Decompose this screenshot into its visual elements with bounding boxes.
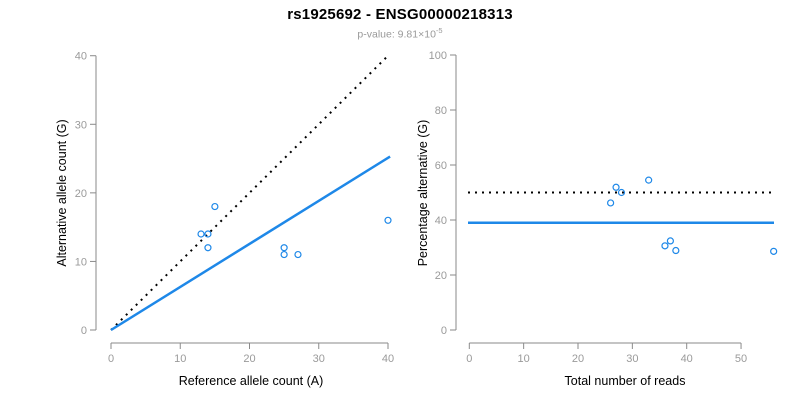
right-data-point xyxy=(612,183,620,191)
right-x-tick-label: 20 xyxy=(572,353,584,365)
right-data-point xyxy=(666,237,674,245)
left-data-point xyxy=(384,216,392,224)
left-data-point xyxy=(204,230,212,238)
left-data-point xyxy=(294,250,302,259)
left-y-tick-label: 0 xyxy=(81,325,87,337)
left-y-tick-label: 40 xyxy=(75,51,87,63)
right-y-tick-label: 20 xyxy=(435,270,447,282)
left-identity-line xyxy=(110,55,389,331)
pvalue-text: p-value: 9.81×10 xyxy=(357,28,436,41)
right-x-tick-label: 0 xyxy=(466,353,472,365)
figure-header: rs1925692 - ENSG00000218313 p-value: 9.8… xyxy=(0,0,800,41)
right-y-tick-label: 40 xyxy=(435,215,447,227)
right-x-tick-label: 30 xyxy=(626,353,638,365)
left-y-tick-label: 20 xyxy=(75,188,87,200)
right-x-tick-label: 40 xyxy=(681,353,693,365)
right-y-tick-label: 60 xyxy=(435,160,447,172)
left-data-point xyxy=(280,244,288,252)
right-y-tick-label: 80 xyxy=(435,105,447,117)
right-data-point xyxy=(770,247,778,255)
left-data-point xyxy=(280,250,288,259)
right-y-tick-label: 0 xyxy=(441,325,447,337)
pvalue-exponent: -5 xyxy=(435,26,443,35)
left-data-point xyxy=(211,202,219,211)
right-y-tick-label: 100 xyxy=(429,50,447,62)
left-fit-line xyxy=(110,155,391,332)
left-data-point xyxy=(204,244,212,252)
right-data-point xyxy=(645,176,653,184)
left-x-tick-label: 10 xyxy=(174,353,186,365)
left-y-axis-title: Alternative allele count (G) xyxy=(55,119,69,266)
right-x-tick-label: 50 xyxy=(735,353,747,365)
left-x-tick-label: 40 xyxy=(382,353,394,365)
right-data-point xyxy=(617,188,626,197)
right-y-axis-title: Percentage alternative (G) xyxy=(416,120,430,267)
left-data-point xyxy=(197,230,205,238)
left-x-axis-title: Reference allele count (A) xyxy=(179,374,324,388)
right-data-point xyxy=(661,242,669,250)
left-y-tick-label: 30 xyxy=(75,119,87,131)
right-x-axis-title: Total number of reads xyxy=(565,374,686,388)
right-data-point xyxy=(672,246,680,255)
left-x-tick-label: 0 xyxy=(108,353,114,365)
right-data-point xyxy=(607,199,615,207)
figure-title: rs1925692 - ENSG00000218313 xyxy=(287,6,513,23)
figure-subtitle: p-value: 9.81×10-5 xyxy=(0,26,800,41)
left-x-tick-label: 20 xyxy=(243,353,255,365)
left-y-tick-label: 10 xyxy=(75,256,87,268)
left-x-tick-label: 30 xyxy=(313,353,325,365)
right-x-tick-label: 10 xyxy=(518,353,530,365)
